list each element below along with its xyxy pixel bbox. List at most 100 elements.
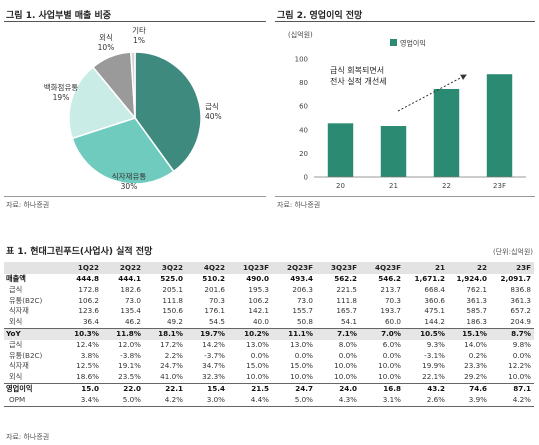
pie-label-pct: 1%	[133, 36, 145, 45]
y-axis: 0 20 40 60 80 100	[295, 56, 308, 182]
legend-label: 영업이익	[400, 39, 426, 48]
table-cell: 186.3	[466, 317, 487, 327]
table-cell: 10.3%	[60, 327, 102, 340]
table-cell: 14.2%	[202, 339, 225, 349]
table-row: 유통(B2C) 106.2 73.0 111.8 70.3 106.2 73.0 111.8 7…	[4, 296, 534, 307]
table-cell: 34.7%	[202, 361, 225, 371]
table-cell: 668.4	[424, 284, 445, 294]
earnings-table-wrap: 1Q22 2Q22 3Q22 4Q22 1Q23F 2Q23F 3Q23F 4Q23F 21 22…	[4, 262, 534, 407]
trend-arrow	[397, 74, 467, 112]
table-cell: 510.2	[202, 274, 225, 283]
pie-label-pct: 40%	[205, 112, 222, 121]
chart-legend: 영업이익	[390, 39, 426, 48]
y-tick-label: 20	[299, 150, 308, 158]
table-cell: 8.0%	[338, 339, 357, 349]
row-label: 유통(B2C)	[9, 295, 43, 305]
table-cell: 15.0%	[290, 361, 313, 371]
row-label: 식자재	[9, 361, 29, 371]
table-cell: 19.1%	[118, 361, 141, 371]
table1-title: 표 1. 현대그린푸드(사업사) 실적 전망	[6, 247, 153, 257]
table-cell: 490.0	[246, 274, 269, 283]
table1-source: 자료: 하나증권	[6, 433, 50, 441]
table-cell: 70.3	[208, 295, 225, 305]
y-tick-label: 0	[304, 174, 308, 182]
table-row: 급식 12.4% 12.0% 17.2% 14.2% 13.0% 13.0% 8.0% 6.0%…	[4, 340, 534, 351]
pie-label-pct: 30%	[121, 182, 138, 191]
y-tick-label: 100	[295, 56, 308, 64]
figure1-source: 자료: 하나증권	[6, 201, 50, 209]
bar-20	[327, 123, 354, 177]
table-cell: 193.7	[380, 306, 401, 316]
table-cell: 1,671.2	[414, 274, 445, 283]
table1-unit: (단위:십억원)	[492, 248, 533, 256]
table-column-header: 21	[434, 262, 445, 272]
pie-label-pct: 10%	[98, 43, 115, 52]
row-label: 유통(B2C)	[9, 350, 43, 360]
table-cell: 3.0%	[186, 394, 228, 407]
bar-chart: (십억원) 영업이익 0 20 40 60 80 100 20 21 22 23F 급식 회복되…	[288, 30, 526, 190]
table-cell: 36.4	[82, 317, 99, 327]
pie-label-name: 식자재유통	[112, 172, 147, 181]
pie-slice-1	[134, 51, 202, 173]
row-label: 영업이익	[4, 382, 60, 395]
table-cell: 762.1	[466, 284, 487, 294]
x-tick-label: 23F	[493, 182, 506, 190]
table-cell: 11.8%	[102, 327, 144, 340]
table-column-header: 2Q22	[119, 262, 141, 272]
table-column-header: 23F	[516, 262, 531, 272]
table-cell: 221.5	[336, 284, 357, 294]
table-cell: 15.0%	[246, 361, 269, 371]
table-column-header: 3Q22	[161, 262, 183, 272]
table-cell: 0.0%	[294, 350, 313, 360]
table-cell: 7.1%	[316, 327, 360, 340]
table-cell: 10.0%	[378, 361, 401, 371]
annotation-line1: 급식 회복되면서	[330, 65, 384, 75]
table-cell: 19.9%	[422, 361, 445, 371]
pie-slice-5	[130, 51, 136, 119]
x-tick-label: 21	[389, 182, 398, 190]
table-cell: 0.2%	[468, 350, 487, 360]
table-cell: 10.0%	[290, 372, 313, 382]
row-label: 급식	[9, 284, 23, 294]
table-cell: 144.2	[424, 317, 445, 327]
table-cell: 475.1	[424, 306, 445, 316]
table-cell: 111.8	[162, 295, 183, 305]
table-cell: 150.6	[162, 306, 183, 316]
figure1-title: 그림 1. 사업부별 매출 비중	[6, 11, 112, 21]
table-row: 매출액 444.8 444.1 525.0 510.2 490.0 493.4 562.2 54…	[4, 274, 534, 285]
y-tick-label: 40	[299, 126, 308, 134]
table-cell: 54.5	[208, 317, 225, 327]
figure1-bottom-rule	[4, 196, 266, 197]
table-cell: 3.9%	[448, 394, 490, 407]
table-column-header	[4, 262, 60, 274]
pie-label-pct: 19%	[53, 93, 70, 102]
table-cell: 15.0	[60, 382, 102, 395]
table-cell: 155.7	[292, 306, 313, 316]
table-cell: 493.4	[290, 274, 313, 283]
table-cell: 1,924.0	[456, 274, 487, 283]
figure1-title-rule	[4, 21, 266, 22]
table-column-header: 4Q22	[203, 262, 225, 272]
table-cell: 32.3%	[202, 372, 225, 382]
table-cell: 165.7	[336, 306, 357, 316]
table-column-header: 1Q22	[77, 262, 99, 272]
table-cell: 176.1	[204, 306, 225, 316]
table-cell: 361.3	[466, 295, 487, 305]
table-row: OPM 3.4% 5.0% 4.2% 3.0% 4.4% 5.0% 4.3% 3.1% 2.6% 3…	[4, 394, 534, 407]
bar-22	[433, 88, 460, 177]
pie-label-name: 백화점유통	[44, 82, 79, 92]
bar-23F	[486, 74, 513, 177]
table-cell: 12.5%	[76, 361, 99, 371]
table-row: 외식 18.6% 23.5% 41.0% 32.3% 10.0% 10.0% 10.0% 10.…	[4, 372, 534, 383]
table-cell: 10.0%	[378, 372, 401, 382]
row-label: YoY	[4, 327, 60, 340]
legend-swatch	[390, 39, 397, 46]
table-cell: 135.4	[120, 306, 141, 316]
table-cell: 24.7	[272, 382, 316, 395]
table-cell: 5.0%	[102, 394, 144, 407]
table-cell: 182.6	[120, 284, 141, 294]
row-label: 급식	[9, 339, 23, 349]
table-cell: 7.0%	[360, 327, 404, 340]
table-cell: 2.2%	[164, 350, 183, 360]
table-column-header: 2Q23F	[286, 262, 313, 272]
